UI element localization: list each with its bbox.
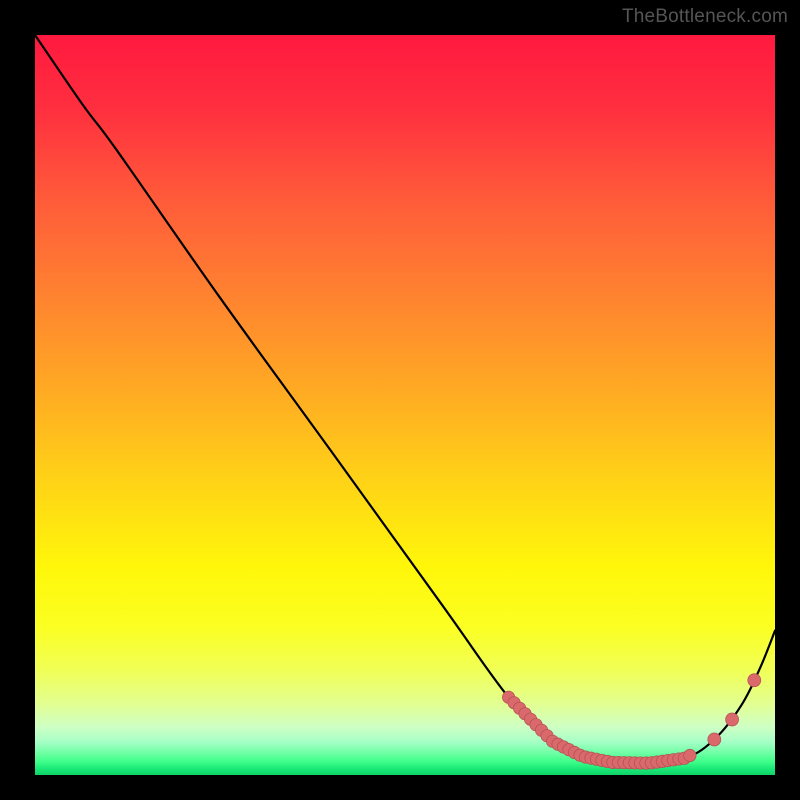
data-marker	[748, 674, 761, 687]
plot-area	[35, 35, 775, 775]
data-marker	[684, 749, 696, 761]
bottleneck-curve	[35, 35, 775, 775]
data-marker	[708, 733, 721, 746]
watermark-text: TheBottleneck.com	[622, 6, 788, 28]
data-marker	[726, 713, 739, 726]
